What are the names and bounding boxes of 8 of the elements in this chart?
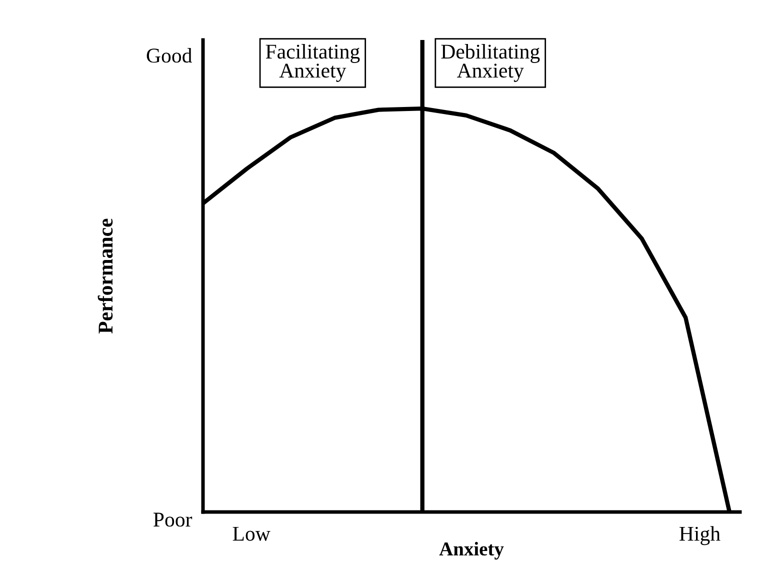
- x-axis-title: Anxiety: [439, 542, 504, 560]
- text: High: [679, 526, 720, 546]
- text: Good: [146, 48, 192, 63]
- text: Facilitating Anxiety: [266, 44, 360, 82]
- text: Low: [232, 526, 270, 541]
- text: Poor: [154, 512, 192, 527]
- text: Debilitating Anxiety: [441, 44, 540, 82]
- y-axis-title: Performance: [98, 218, 113, 334]
